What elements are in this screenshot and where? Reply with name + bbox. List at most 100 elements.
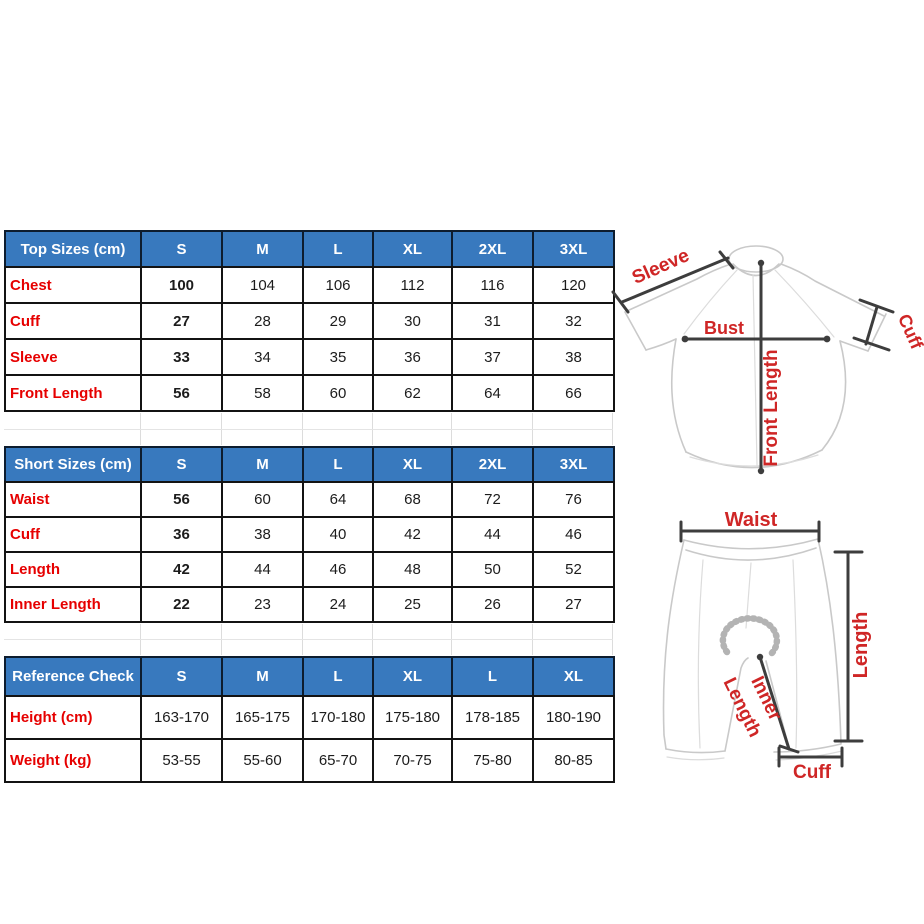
size-value: 38 — [221, 516, 304, 553]
size-value: 42 — [140, 551, 223, 588]
size-value: 175-180 — [372, 695, 453, 740]
size-value: 56 — [140, 481, 223, 518]
size-value: 116 — [451, 266, 534, 304]
short-sizes-table: Short Sizes (cm) S M L XL 2XL 3XL Waist 56 60 64 68… — [4, 446, 615, 623]
row-label: Weight (kg) — [4, 738, 142, 783]
row-label: Cuff — [4, 516, 142, 553]
column-header: M — [221, 446, 304, 483]
shorts-cuff-label: Cuff — [793, 762, 832, 783]
table-row: Cuff 36 38 40 42 44 46 — [4, 516, 615, 553]
bust-label: Bust — [704, 318, 744, 338]
size-value: 44 — [451, 516, 534, 553]
size-value: 48 — [372, 551, 453, 588]
inner-length-measure-line — [756, 653, 800, 754]
size-value: 60 — [221, 481, 304, 518]
garment-measurement-diagram: Sleeve Bust Front Length Cuff — [611, 245, 924, 783]
size-value: 55-60 — [221, 738, 304, 783]
shorts-measurements — [679, 520, 864, 768]
column-header: L — [302, 230, 374, 268]
size-value: 24 — [302, 586, 374, 623]
row-label: Height (cm) — [4, 695, 142, 740]
table-row: Inner Length 22 23 24 25 26 27 — [4, 586, 615, 623]
column-header: S — [140, 656, 223, 697]
chamois-pad — [719, 615, 781, 659]
sleeve-label: Sleeve — [629, 245, 693, 289]
jersey-cuff-measure-line — [852, 298, 895, 352]
size-value: 170-180 — [302, 695, 374, 740]
row-label: Length — [4, 551, 142, 588]
shorts-length-label: Length — [850, 612, 872, 679]
jersey-outline — [624, 245, 887, 469]
size-value: 56 — [140, 374, 223, 412]
size-value: 22 — [140, 586, 223, 623]
column-header: M — [221, 230, 304, 268]
size-value: 112 — [372, 266, 453, 304]
column-header: 3XL — [532, 446, 615, 483]
size-value: 52 — [532, 551, 615, 588]
size-value: 106 — [302, 266, 374, 304]
row-label: Cuff — [4, 302, 142, 340]
size-value: 53-55 — [140, 738, 223, 783]
size-value: 76 — [532, 481, 615, 518]
column-header: XL — [532, 656, 615, 697]
size-value: 40 — [302, 516, 374, 553]
jersey-measurements — [611, 250, 895, 475]
size-value: 29 — [302, 302, 374, 340]
size-value: 46 — [302, 551, 374, 588]
column-header: S — [140, 446, 223, 483]
size-value: 26 — [451, 586, 534, 623]
waist-label: Waist — [725, 509, 778, 531]
size-value: 42 — [372, 516, 453, 553]
column-header: L — [451, 656, 534, 697]
header-row: Top Sizes (cm) S M L XL 2XL 3XL — [4, 230, 615, 268]
row-label: Inner Length — [4, 586, 142, 623]
size-value: 68 — [372, 481, 453, 518]
column-header: Short Sizes (cm) — [4, 446, 142, 483]
column-header: 2XL — [451, 230, 534, 268]
size-value: 64 — [451, 374, 534, 412]
size-value: 34 — [221, 338, 304, 376]
size-value: 66 — [532, 374, 615, 412]
size-value: 25 — [372, 586, 453, 623]
row-label: Front Length — [4, 374, 142, 412]
size-value: 32 — [532, 302, 615, 340]
size-value: 180-190 — [532, 695, 615, 740]
column-header: XL — [372, 230, 453, 268]
size-value: 33 — [140, 338, 223, 376]
size-value: 50 — [451, 551, 534, 588]
row-label: Chest — [4, 266, 142, 304]
table-row: Sleeve 33 34 35 36 37 38 — [4, 338, 615, 376]
jersey-cuff-label: Cuff — [894, 311, 924, 353]
column-header: L — [302, 656, 374, 697]
size-value: 64 — [302, 481, 374, 518]
size-value: 65-70 — [302, 738, 374, 783]
size-value: 28 — [221, 302, 304, 340]
column-header: S — [140, 230, 223, 268]
size-value: 163-170 — [140, 695, 223, 740]
table-row: Height (cm) 163-170 165-175 170-180 175-180 1… — [4, 695, 615, 740]
table-row: Weight (kg) 53-55 55-60 65-70 70-75 75-80 80-8… — [4, 738, 615, 783]
size-value: 46 — [532, 516, 615, 553]
sleeve-measure-line — [611, 250, 735, 314]
front-length-label: Front Length — [761, 349, 782, 466]
column-header: Top Sizes (cm) — [4, 230, 142, 268]
size-value: 36 — [140, 516, 223, 553]
length-measure-line — [833, 550, 864, 743]
reference-check-table: Reference Check S M L XL L XL Height (cm) 163-17… — [4, 656, 615, 783]
size-value: 178-185 — [451, 695, 534, 740]
table-row: Chest 100 104 106 112 116 120 — [4, 266, 615, 304]
size-value: 120 — [532, 266, 615, 304]
size-value: 80-85 — [532, 738, 615, 783]
size-value: 60 — [302, 374, 374, 412]
row-label: Sleeve — [4, 338, 142, 376]
table-row: Waist 56 60 64 68 72 76 — [4, 481, 615, 518]
size-value: 27 — [532, 586, 615, 623]
header-row: Reference Check S M L XL L XL — [4, 656, 615, 697]
grid-line — [4, 429, 613, 430]
size-value: 23 — [221, 586, 304, 623]
column-header: XL — [372, 446, 453, 483]
table-row: Length 42 44 46 48 50 52 — [4, 551, 615, 588]
table-row: Cuff 27 28 29 30 31 32 — [4, 302, 615, 340]
size-value: 44 — [221, 551, 304, 588]
size-value: 35 — [302, 338, 374, 376]
